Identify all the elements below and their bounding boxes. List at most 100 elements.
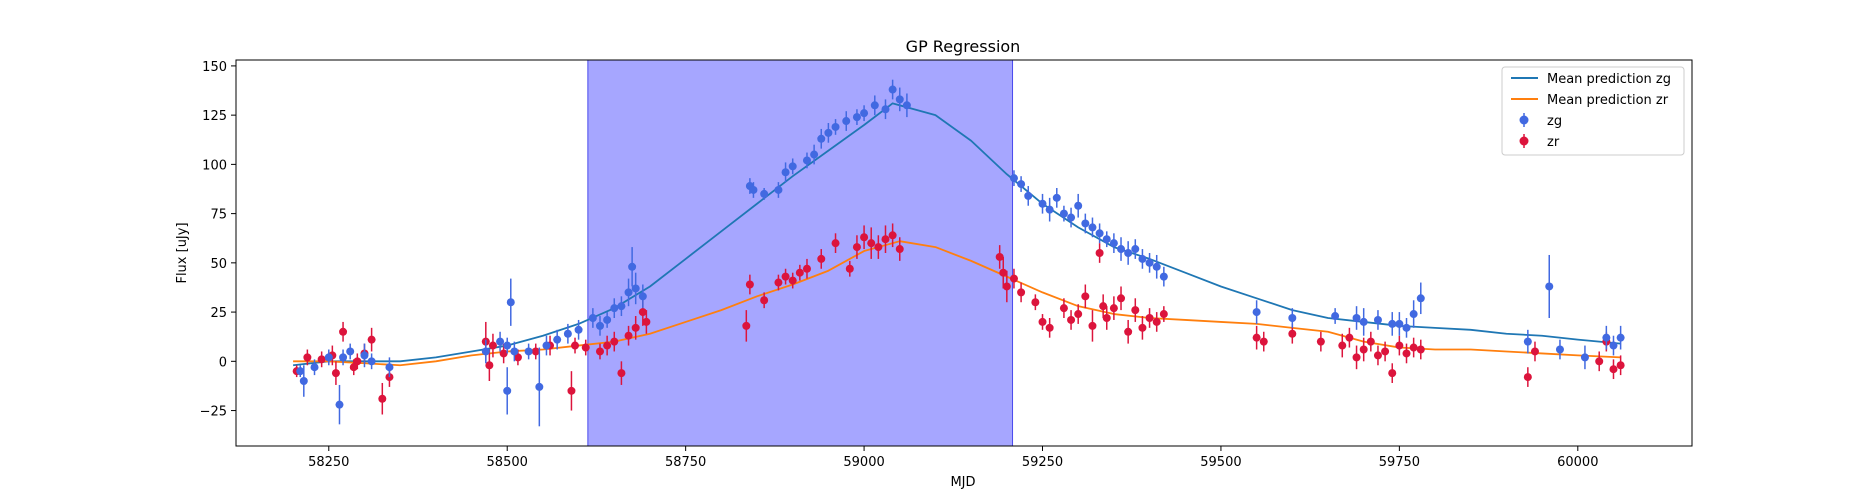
zr-point	[1138, 323, 1147, 332]
zr-point	[631, 323, 640, 332]
zg-point	[1602, 333, 1611, 342]
y-tick-label: 0	[219, 355, 227, 370]
zr-point	[485, 361, 494, 370]
highlight-span	[587, 59, 1014, 447]
zg-point	[628, 262, 637, 271]
zg-point	[781, 168, 790, 177]
zg-point	[503, 341, 512, 350]
zr-point	[795, 268, 804, 277]
legend-swatch-zr-marker	[1519, 136, 1529, 146]
y-axis-label: Flux [uJy]	[175, 222, 190, 283]
zr-point	[331, 369, 340, 378]
zg-point	[774, 185, 783, 194]
zg-point	[895, 95, 904, 104]
zr-point	[531, 347, 540, 356]
zg-point	[1545, 282, 1554, 291]
zg-point	[574, 325, 583, 334]
zg-point	[603, 315, 612, 324]
zr-point	[1002, 282, 1011, 291]
zg-point	[310, 363, 319, 372]
zg-point	[360, 351, 369, 360]
legend: Mean prediction zg Mean prediction zr zg…	[1501, 66, 1685, 156]
zg-point	[888, 85, 897, 94]
zg-point	[1124, 249, 1133, 257]
zr-point	[1381, 347, 1390, 356]
zr-point	[895, 245, 904, 254]
zg-point	[749, 185, 758, 194]
zr-point	[303, 353, 312, 362]
y-tick-label: −25	[200, 405, 227, 420]
y-tick-label: 125	[202, 109, 227, 124]
x-tick-label: 58750	[665, 455, 706, 470]
zg-point	[810, 150, 819, 159]
zg-point	[553, 335, 562, 344]
zr-point	[1409, 343, 1418, 352]
zg-point	[1052, 193, 1061, 202]
zr-point	[1145, 313, 1154, 322]
zg-point	[1045, 205, 1054, 214]
zr-point	[860, 233, 869, 242]
zr-point	[617, 369, 626, 378]
zr-point	[1031, 298, 1040, 307]
zr-point	[1099, 302, 1108, 311]
zr-point	[1338, 341, 1347, 350]
zr-point	[881, 235, 890, 244]
zg-point	[1074, 201, 1083, 210]
zr-point	[781, 272, 790, 281]
zg-point	[638, 292, 647, 301]
zr-point	[1059, 304, 1068, 313]
zr-point	[349, 363, 358, 372]
zg-point	[324, 353, 333, 362]
zg-point	[542, 341, 551, 350]
zg-point	[1131, 245, 1140, 254]
zg-point	[860, 109, 869, 118]
zg-point	[902, 101, 911, 110]
zg-point	[1109, 239, 1118, 248]
y-tick-label: 100	[202, 158, 227, 173]
x-tick-label: 60000	[1557, 455, 1598, 470]
zg-point	[802, 156, 811, 165]
x-tick-label: 59000	[843, 455, 884, 470]
zg-point	[1373, 315, 1382, 324]
zr-point	[1067, 315, 1076, 324]
zr-point	[874, 243, 883, 252]
zg-point	[881, 105, 890, 114]
zr-point	[867, 239, 876, 248]
zr-point	[1388, 369, 1397, 378]
zr-point	[581, 343, 590, 352]
zr-point	[745, 280, 754, 289]
zr-point	[353, 357, 362, 366]
zg-point	[506, 298, 515, 307]
zg-point	[1138, 254, 1147, 263]
zr-point	[995, 252, 1004, 261]
zr-point	[1081, 292, 1090, 301]
legend-box	[1501, 66, 1685, 156]
zr-point	[567, 386, 576, 395]
zg-point	[339, 353, 348, 362]
zg-point	[1252, 308, 1261, 317]
zr-point	[378, 394, 387, 403]
zr-point	[1109, 304, 1118, 313]
zg-point	[852, 113, 861, 122]
zr-point	[499, 349, 508, 358]
zr-point	[1352, 353, 1361, 362]
chart-title: GP Regression	[906, 37, 1021, 56]
zr-point	[1345, 333, 1354, 342]
y-tick-label: 25	[210, 306, 227, 321]
zr-point	[1152, 317, 1161, 326]
zg-point	[1009, 174, 1018, 183]
zg-point	[824, 128, 833, 137]
zr-point	[1095, 249, 1104, 257]
zg-point	[1409, 310, 1418, 319]
zr-point	[1017, 288, 1026, 297]
y-tick-label: 50	[210, 257, 227, 272]
zg-point	[817, 134, 826, 143]
zr-point	[788, 276, 797, 285]
legend-label-zg-mean: Mean prediction zg	[1547, 72, 1671, 87]
zr-point	[1402, 349, 1411, 358]
zg-point	[481, 347, 490, 356]
zr-point	[1259, 337, 1268, 346]
zr-point	[817, 254, 826, 263]
zg-point	[367, 357, 376, 366]
zr-point	[1288, 329, 1297, 338]
